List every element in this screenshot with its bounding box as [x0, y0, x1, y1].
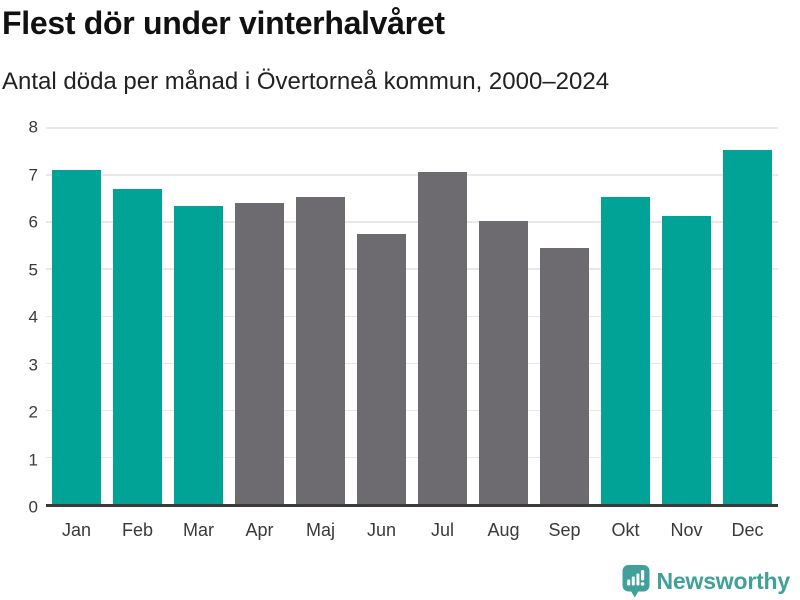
- gridline-1: [46, 456, 778, 459]
- x-tick-label-feb: Feb: [121, 520, 154, 540]
- bar-slot-maj: [290, 127, 351, 504]
- bar-okt: [601, 196, 650, 504]
- y-tick-label-5: 5: [28, 260, 38, 279]
- newsworthy-logo: Newsworthy: [622, 565, 790, 598]
- bar-slot-nov: [656, 127, 717, 504]
- bar-slot-mar: [168, 127, 229, 504]
- y-tick-label-3: 3: [28, 355, 38, 374]
- brand-name: Newsworthy: [656, 568, 791, 594]
- gridline-6: [46, 221, 778, 223]
- bar-maj: [296, 196, 345, 504]
- x-tick-label-aug: Aug: [487, 520, 520, 540]
- x-tick-label-jan: Jan: [61, 520, 92, 540]
- bar-chart-speech-bubble-icon: [622, 565, 650, 598]
- chart-title: Flest dör under vinterhalvåret: [2, 5, 445, 41]
- bar-dec: [723, 149, 772, 504]
- x-tick-label-mar: Mar: [183, 520, 214, 540]
- plot-area: [46, 127, 778, 507]
- bar-jun: [357, 234, 406, 504]
- x-tick-label-sep: Sep: [548, 520, 581, 540]
- gridline-5: [46, 268, 778, 270]
- y-tick-label-0: 0: [28, 497, 38, 517]
- x-tick-label-dec: Dec: [731, 520, 764, 540]
- x-tick-label-jul: Jul: [430, 520, 454, 540]
- bar-slot-jan: [46, 127, 107, 504]
- x-tick-label-okt: Okt: [611, 520, 640, 540]
- gridline-3: [46, 362, 778, 365]
- bar-slot-feb: [107, 127, 168, 504]
- bar-aug: [479, 221, 528, 504]
- y-tick-label-8: 8: [28, 117, 38, 137]
- bar-mar: [174, 206, 223, 504]
- y-tick-label-4: 4: [28, 307, 38, 327]
- bar-jan: [52, 170, 101, 504]
- x-tick-label-nov: Nov: [670, 520, 703, 540]
- x-tick-label-maj: Maj: [305, 520, 335, 540]
- bars-row: [46, 127, 778, 504]
- bar-feb: [113, 189, 162, 504]
- x-axis-labels: Jan Feb Mar Apr Maj Jun Jul Aug Sep Okt Nov Dec: [46, 516, 778, 544]
- gridline-4: [46, 315, 778, 317]
- gridline-7: [46, 174, 778, 176]
- bar-slot-jun: [351, 127, 412, 504]
- bar-slot-apr: [229, 127, 290, 504]
- bar-slot-jul: [412, 127, 473, 504]
- x-tick-label-apr: Apr: [245, 520, 274, 540]
- bar-slot-sep: [534, 127, 595, 504]
- gridline-8: [46, 127, 778, 129]
- y-axis-labels: 0 1 2 3 4 5 6 7 8: [0, 119, 38, 516]
- gridline-2: [46, 409, 778, 412]
- y-tick-label-7: 7: [28, 165, 38, 184]
- bar-slot-aug: [473, 127, 534, 504]
- bar-jul: [418, 172, 467, 504]
- bar-sep: [540, 247, 589, 504]
- x-tick-label-jun: Jun: [366, 520, 397, 540]
- bar-apr: [235, 203, 284, 504]
- bar-nov: [662, 215, 711, 504]
- y-tick-label-1: 1: [28, 450, 38, 469]
- bar-slot-dec: [717, 127, 778, 504]
- bar-slot-okt: [595, 127, 656, 504]
- chart-subtitle: Antal döda per månad i Övertorneå kommun…: [2, 68, 610, 95]
- y-tick-label-2: 2: [28, 402, 38, 422]
- y-tick-label-6: 6: [28, 212, 38, 232]
